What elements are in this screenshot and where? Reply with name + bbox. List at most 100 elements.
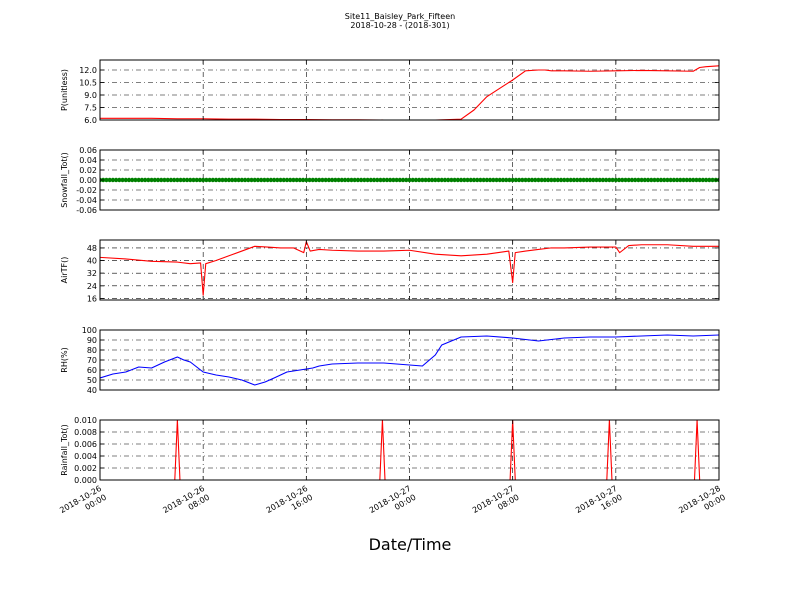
data-point bbox=[658, 177, 664, 183]
data-point bbox=[455, 177, 461, 183]
y-tick-label: 0.00 bbox=[79, 176, 97, 185]
data-point bbox=[429, 177, 435, 183]
y-tick-label: 16 bbox=[87, 294, 97, 303]
data-point bbox=[552, 177, 557, 183]
data-point bbox=[449, 177, 454, 183]
grid bbox=[100, 420, 719, 480]
data-point bbox=[504, 177, 509, 183]
data-point bbox=[442, 177, 448, 183]
series-points bbox=[100, 177, 719, 183]
data-point bbox=[262, 177, 267, 183]
data-point bbox=[123, 177, 128, 183]
data-point bbox=[497, 177, 502, 183]
data-point bbox=[368, 177, 374, 183]
y-axis-label: Rainfall_Tot() bbox=[60, 424, 69, 476]
data-point bbox=[413, 177, 419, 183]
y-tick-label: 48 bbox=[87, 244, 97, 253]
data-point bbox=[197, 177, 203, 183]
data-point bbox=[526, 177, 531, 183]
data-point bbox=[207, 177, 212, 183]
data-point bbox=[694, 177, 699, 183]
data-point bbox=[326, 177, 332, 183]
data-point bbox=[471, 177, 477, 183]
subplot-5: 0.000 0.002 0.004 0.006 0.008 0.010 Rainfall_T… bbox=[60, 416, 720, 485]
y-tick-label: 0.06 bbox=[79, 146, 97, 155]
data-point bbox=[645, 177, 651, 183]
data-point bbox=[436, 177, 441, 183]
data-point bbox=[320, 177, 325, 183]
data-point bbox=[529, 177, 535, 183]
data-point bbox=[352, 177, 357, 183]
data-point bbox=[626, 177, 631, 183]
data-point bbox=[349, 177, 354, 183]
data-point bbox=[278, 177, 283, 183]
data-point bbox=[313, 177, 319, 183]
data-point bbox=[394, 177, 399, 183]
y-tick-label: 7.5 bbox=[84, 104, 97, 113]
data-point bbox=[423, 177, 428, 183]
y-tick-label: 0.02 bbox=[79, 166, 97, 175]
data-point bbox=[297, 177, 303, 183]
y-tick-label: 0.008 bbox=[74, 428, 97, 437]
data-point bbox=[462, 177, 467, 183]
data-point bbox=[304, 177, 309, 183]
data-point bbox=[416, 177, 422, 183]
y-tick-label: 50 bbox=[87, 376, 97, 385]
data-point bbox=[639, 177, 644, 183]
data-point bbox=[104, 177, 109, 183]
data-point bbox=[217, 177, 222, 183]
series-line bbox=[100, 334, 719, 386]
data-point bbox=[481, 177, 486, 183]
data-point bbox=[584, 177, 590, 183]
y-tick-label: -0.02 bbox=[76, 186, 97, 195]
y-tick-label: -0.06 bbox=[76, 206, 97, 215]
data-point bbox=[117, 177, 122, 183]
data-point bbox=[655, 177, 660, 183]
data-point bbox=[159, 177, 164, 183]
data-point bbox=[555, 177, 561, 183]
data-point bbox=[152, 177, 158, 183]
y-tick-label: 90 bbox=[87, 336, 97, 345]
data-point bbox=[281, 177, 286, 183]
y-tick-label: 24 bbox=[87, 282, 97, 291]
x-axis-label: Date/Time bbox=[369, 535, 452, 554]
data-point bbox=[229, 177, 235, 183]
data-point bbox=[600, 177, 606, 183]
data-point bbox=[545, 177, 551, 183]
y-axis-label: RH(%) bbox=[60, 347, 69, 372]
data-point bbox=[523, 177, 528, 183]
data-point bbox=[233, 177, 238, 183]
data-point bbox=[439, 177, 444, 183]
data-point bbox=[107, 177, 112, 183]
data-point bbox=[616, 177, 622, 183]
data-point bbox=[674, 177, 680, 183]
data-point bbox=[168, 177, 174, 183]
y-tick-label: 80 bbox=[87, 346, 97, 355]
data-point bbox=[252, 177, 257, 183]
data-point bbox=[642, 177, 648, 183]
data-point bbox=[358, 177, 364, 183]
data-point bbox=[661, 177, 667, 183]
data-point bbox=[375, 177, 380, 183]
data-point bbox=[126, 177, 132, 183]
data-point bbox=[613, 177, 619, 183]
figure-title-line2: 2018-10-28 - (2018-301) bbox=[350, 21, 449, 30]
data-point bbox=[255, 177, 261, 183]
data-point bbox=[400, 177, 406, 183]
series-line bbox=[100, 65, 719, 121]
y-tick-label: 100 bbox=[82, 326, 97, 335]
data-point bbox=[317, 177, 322, 183]
y-tick-label: 40 bbox=[87, 257, 97, 266]
data-point bbox=[307, 177, 312, 183]
data-point bbox=[210, 177, 216, 183]
data-point bbox=[468, 177, 473, 183]
data-point bbox=[200, 177, 206, 183]
data-point bbox=[510, 177, 515, 183]
data-point bbox=[433, 177, 438, 183]
